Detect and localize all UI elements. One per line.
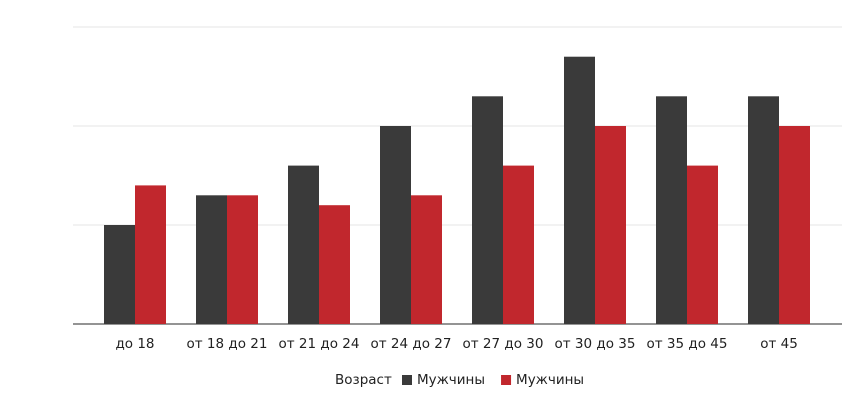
bar [227,195,258,324]
bar [503,165,534,324]
bar [380,126,411,324]
x-tick-label: от 21 до 24 [279,336,360,352]
bar [196,195,227,324]
x-tick-label: до 18 [115,336,154,352]
x-tick-label: от 30 до 35 [555,336,636,352]
x-tick-label: от 24 до 27 [371,336,452,352]
bar [748,96,779,324]
x-tick-label: от 45 [760,336,798,352]
x-tick-label: от 27 до 30 [463,336,544,352]
bar [288,165,319,324]
legend-label: Мужчины [516,372,584,388]
bar [411,195,442,324]
legend-label: Мужчины [417,372,485,388]
bar [564,56,595,324]
legend-title: Возраст [335,372,392,388]
bar [135,185,166,324]
bar [319,205,350,324]
x-tick-label: от 18 до 21 [187,336,268,352]
bar [656,96,687,324]
x-tick-label: от 35 до 45 [647,336,728,352]
legend-swatch [402,375,412,385]
bar [595,126,626,324]
bar [472,96,503,324]
bar [779,126,810,324]
bar [104,225,135,324]
bar [687,165,718,324]
legend-swatch [501,375,512,385]
